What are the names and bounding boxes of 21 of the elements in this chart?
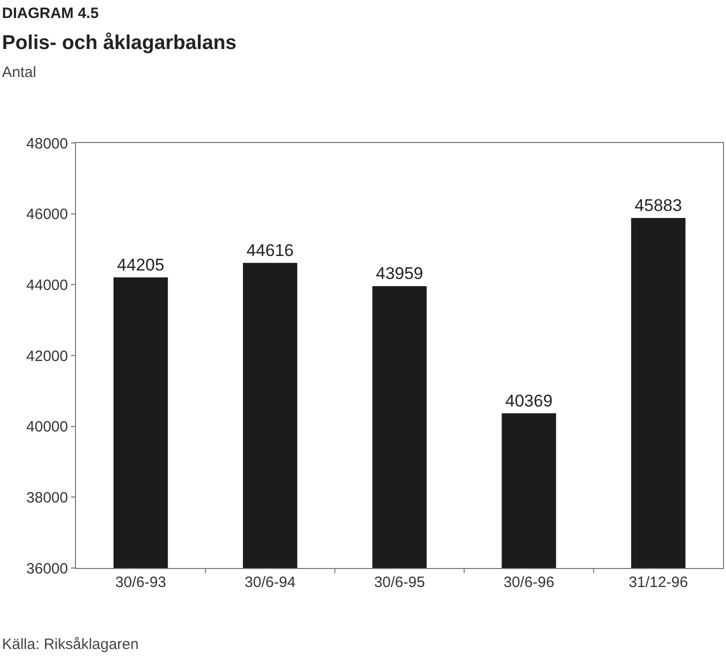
y-axis-title: Antal (2, 64, 36, 81)
x-tick-label: 30/6-95 (374, 574, 425, 591)
data-label: 43959 (376, 264, 424, 284)
y-tick-label: 42000 (26, 348, 68, 365)
data-label: 45883 (634, 196, 682, 215)
y-tick-label: 36000 (26, 560, 68, 578)
chart-subtitle: Polis- och åklagarbalans (2, 32, 237, 54)
data-label: 44616 (246, 240, 294, 260)
data-label: 40369 (505, 391, 553, 410)
chart-title: DIAGRAM 4.5 (2, 5, 99, 22)
y-tick-label: 40000 (26, 418, 68, 436)
data-label: 44205 (117, 255, 164, 274)
y-tick-label: 46000 (26, 206, 68, 224)
y-tick-label: 44000 (26, 276, 68, 294)
y-tick-label: 48000 (26, 135, 68, 152)
x-tick-label: 30/6-96 (503, 574, 554, 591)
x-tick-label: 30/6-93 (115, 574, 166, 591)
y-tick-label: 38000 (26, 489, 68, 506)
x-tick-label: 31/12-96 (628, 574, 688, 591)
x-tick-label: 30/6-94 (244, 574, 296, 591)
text: Källa: Riksåklagaren (2, 636, 139, 653)
